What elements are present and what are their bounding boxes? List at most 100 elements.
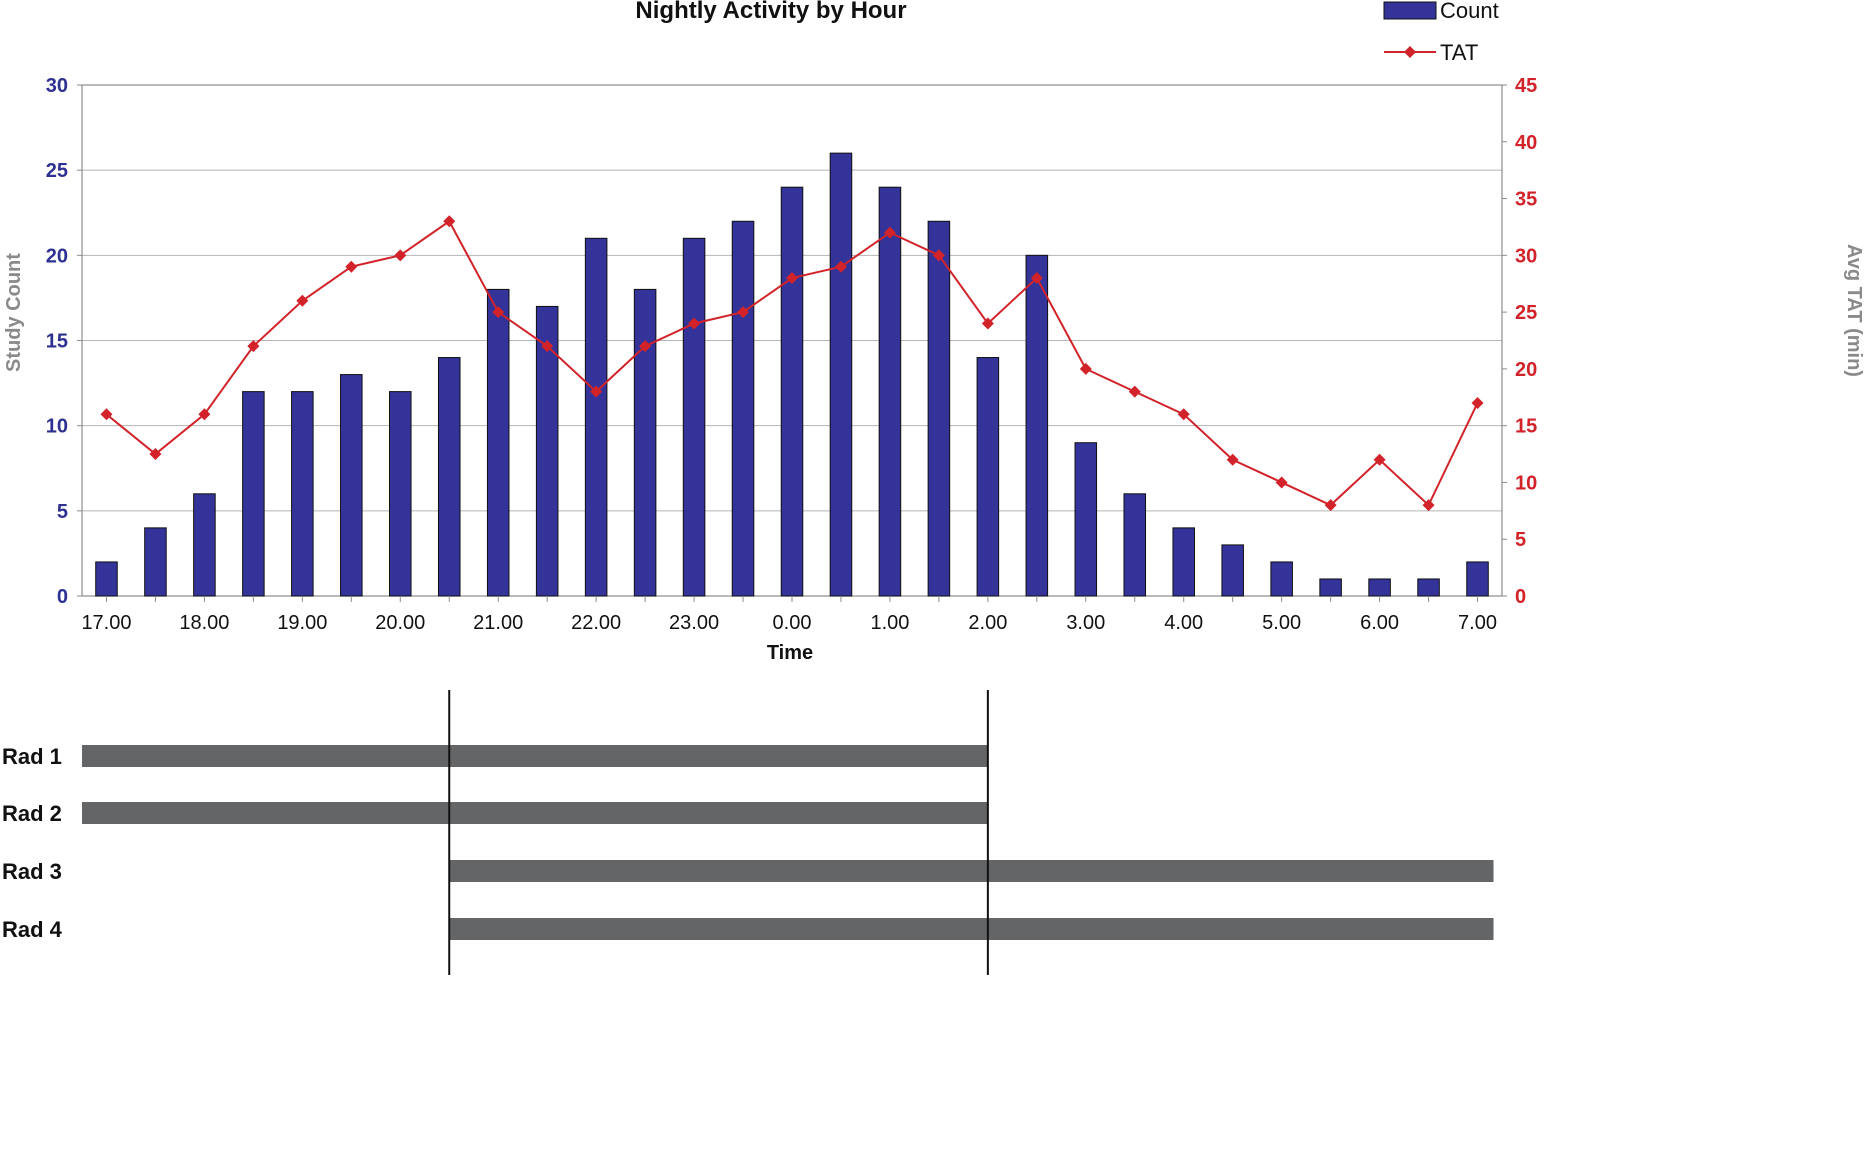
count-bar — [1172, 527, 1195, 597]
x-tick-label: 7.00 — [1458, 612, 1497, 634]
x-tick-label: 6.00 — [1360, 612, 1399, 634]
y-right-tick-label: 30 — [1515, 245, 1537, 267]
x-tick-label: 17.00 — [81, 612, 131, 634]
x-tick-label: 0.00 — [773, 612, 812, 634]
count-bar — [193, 493, 216, 597]
y-left-tick-label: 10 — [46, 416, 68, 438]
tat-point — [883, 226, 896, 239]
count-bar — [1319, 578, 1342, 597]
legend-count-swatch — [1383, 1, 1437, 20]
x-tick-label: 3.00 — [1066, 612, 1105, 634]
count-bar — [144, 527, 167, 597]
tat-point — [737, 306, 750, 319]
count-bar — [829, 152, 853, 597]
tat-point — [1030, 272, 1043, 285]
count-bar — [682, 237, 706, 597]
y-right-tick-label: 20 — [1515, 359, 1537, 381]
tat-point — [1373, 453, 1386, 466]
x-tick-label: 22.00 — [571, 612, 621, 634]
legend-tat-label: TAT — [1440, 40, 1478, 65]
y-right-axis-title: Avg TAT (min) — [1843, 244, 1865, 377]
count-bar — [780, 186, 804, 597]
count-bar — [633, 288, 657, 597]
rad-shift-bar — [449, 860, 1494, 882]
y-right-tick-label: 25 — [1515, 302, 1537, 324]
rad-shift-bar — [449, 918, 1494, 940]
x-tick-label: 20.00 — [375, 612, 425, 634]
count-bar — [1074, 442, 1098, 597]
y-left-tick-label: 15 — [46, 331, 68, 353]
tat-point — [492, 306, 505, 319]
tat-point — [149, 448, 162, 461]
count-bar — [389, 391, 412, 597]
legend-tat-marker — [1404, 46, 1416, 58]
tat-point — [1226, 453, 1239, 466]
y-right-tick-label: 45 — [1515, 75, 1537, 97]
tat-point — [443, 215, 456, 228]
tat-point — [1422, 499, 1435, 512]
tat-point — [639, 340, 652, 353]
count-bar — [437, 357, 461, 597]
tat-point — [1079, 362, 1092, 375]
count-bar — [584, 237, 608, 597]
x-tick-label: 2.00 — [968, 612, 1007, 634]
tat-point — [1324, 499, 1337, 512]
count-bar — [1466, 561, 1489, 597]
rad-label: Rad 4 — [2, 917, 63, 942]
count-bar — [976, 357, 1000, 597]
tat-point — [198, 408, 211, 421]
tat-point — [296, 294, 309, 307]
y-right-tick-label: 0 — [1515, 586, 1526, 608]
x-tick-label: 23.00 — [669, 612, 719, 634]
y-right-tick-label: 5 — [1515, 529, 1526, 551]
tat-point — [981, 317, 994, 330]
count-bar — [878, 186, 902, 597]
tat-point — [1128, 385, 1141, 398]
rad-shift-bar — [82, 745, 988, 767]
y-left-tick-label: 20 — [46, 245, 68, 267]
tat-point — [345, 260, 358, 273]
tat-point — [1275, 476, 1288, 489]
tat-point — [1177, 408, 1190, 421]
tat-point — [394, 249, 407, 262]
count-bar — [927, 220, 951, 597]
y-left-tick-label: 25 — [46, 160, 68, 182]
y-right-tick-label: 40 — [1515, 132, 1537, 154]
x-axis-title: Time — [767, 642, 813, 664]
legend-count-label: Count — [1440, 0, 1499, 23]
count-bar — [291, 391, 314, 597]
count-bar — [1270, 561, 1293, 597]
y-left-tick-label: 5 — [57, 501, 68, 523]
rad-label: Rad 2 — [2, 801, 62, 826]
tat-point — [541, 340, 554, 353]
y-left-tick-label: 0 — [57, 586, 68, 608]
count-bar — [1417, 578, 1440, 597]
rad-label: Rad 1 — [2, 744, 62, 769]
count-bar — [1025, 254, 1049, 597]
tat-point — [590, 385, 603, 398]
count-bar — [242, 391, 265, 597]
x-tick-label: 21.00 — [473, 612, 523, 634]
count-bar — [1221, 544, 1244, 597]
x-tick-label: 1.00 — [870, 612, 909, 634]
count-bar — [95, 561, 118, 597]
count-bar — [731, 220, 755, 597]
rad-shift-bar — [82, 802, 988, 824]
y-right-tick-label: 35 — [1515, 189, 1537, 211]
x-tick-label: 18.00 — [179, 612, 229, 634]
tat-point — [1471, 396, 1484, 409]
y-right-tick-label: 10 — [1515, 472, 1537, 494]
y-left-tick-label: 30 — [46, 75, 68, 97]
count-bar — [1368, 578, 1391, 597]
x-tick-label: 19.00 — [277, 612, 327, 634]
tat-point — [786, 272, 798, 285]
x-tick-label: 5.00 — [1262, 612, 1301, 634]
count-bar — [486, 288, 510, 597]
y-left-axis-title: Study Count — [3, 253, 25, 372]
tat-point — [688, 317, 701, 330]
tat-point — [247, 340, 260, 353]
y-right-tick-label: 15 — [1515, 416, 1537, 438]
tat-point — [932, 249, 945, 262]
x-tick-label: 4.00 — [1164, 612, 1203, 634]
